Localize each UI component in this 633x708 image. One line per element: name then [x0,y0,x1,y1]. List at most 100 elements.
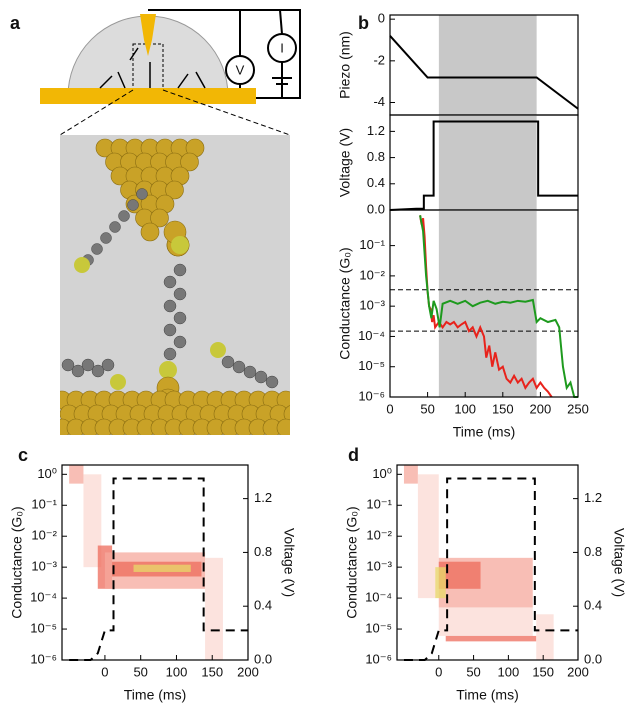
y2-axis-label: Voltage (V) [281,528,297,597]
x-tick-label: 150 [201,664,223,679]
gold-atom [140,222,160,242]
y-tick-label: 10⁻⁴ [358,328,385,343]
sulfur [74,257,90,273]
series-line [419,215,578,398]
series-line [403,477,578,661]
density-cell [133,564,191,572]
y2-tick-label: 0.8 [254,544,272,559]
y-tick-label: 10⁰ [372,466,392,481]
x-tick-label: 100 [498,664,520,679]
atom [173,263,187,277]
y-tick-label: 10⁻⁴ [30,590,57,605]
y-axis-label: Conductance (G₀) [337,247,353,359]
sulfur [110,374,126,390]
y-tick-label: 10⁻³ [359,298,385,313]
y-tick-label: 10⁻⁶ [30,651,57,666]
atom [101,358,115,372]
x-tick-label: 150 [532,664,554,679]
molecules [99,47,206,89]
y-tick-label: 0.0 [367,201,385,216]
atom [100,232,112,244]
atom [173,287,187,301]
y-tick-label: -2 [373,52,385,67]
atom [173,335,187,349]
y-tick-label: 10⁻⁶ [365,651,392,666]
y-tick-label: 10⁻⁵ [30,620,57,635]
y2-tick-label: 0.8 [584,544,602,559]
density-cell [438,607,533,636]
voltmeter-label: V [236,62,245,77]
y-tick-label: 10⁻² [31,528,57,543]
x-tick-label: 200 [530,401,552,416]
atom [109,221,121,233]
series-line [389,120,578,211]
atom [71,364,85,378]
atom [163,347,177,361]
y2-tick-label: 0.0 [254,651,272,666]
atom [163,323,177,337]
x-tick-label: 50 [420,401,434,416]
y-tick-label: 10⁻² [359,267,385,282]
y-tick-label: 10⁻⁵ [365,620,392,635]
y-tick-label: 10⁻⁴ [365,590,392,605]
zoom-line [59,89,134,136]
shaded-region [438,15,537,115]
plot-frame [389,209,579,398]
y-tick-label: 10⁻³ [31,559,57,574]
electrode [40,88,256,104]
y-tick-label: 1.2 [367,123,385,138]
y-axis-label: Voltage (V) [337,128,353,197]
gold-atom [283,405,290,423]
series-line [69,477,248,661]
y-tick-label: 0.8 [367,149,385,164]
schematic: V I [40,9,301,435]
ammeter-label: I [280,40,284,55]
y-tick-label: 10⁻¹ [31,497,57,512]
x-tick-label: 50 [466,664,480,679]
atom [61,358,75,372]
x-axis-label: Time (ms) [453,424,515,440]
atom [127,199,139,211]
atom [118,210,130,222]
density-cell [417,474,439,599]
y-tick-label: 0.4 [367,175,385,190]
atom [163,275,177,289]
panel-label: a [10,13,21,33]
density-cell [83,474,102,568]
atom [221,355,235,369]
sulfur [159,361,177,379]
y-tick-label: 0 [378,11,385,26]
gold-atom [165,180,184,200]
y2-tick-label: 0.4 [254,598,272,613]
y-tick-label: 10⁰ [37,466,57,481]
panel-label: c [18,445,28,465]
gold-atom [276,418,290,435]
density-cell [69,465,84,484]
y-axis-label: Piezo (nm) [337,31,353,99]
x-axis-label: Time (ms) [456,687,518,703]
atom [81,358,95,372]
x-axis-label: Time (ms) [124,687,186,703]
x-tick-label: 0 [435,664,442,679]
y-tick-label: 10⁻² [366,528,392,543]
series-line [389,35,579,110]
x-tick-label: 200 [237,664,259,679]
y2-tick-label: 0.4 [584,598,602,613]
density-cell [403,465,418,484]
panel-label: b [358,13,369,33]
atom [163,299,177,313]
density-cell [435,567,446,599]
y-tick-label: 10⁻⁶ [358,388,385,403]
x-tick-label: 100 [166,664,188,679]
wire [148,9,301,99]
atom [91,243,103,255]
voltmeter [225,55,255,85]
x-tick-label: 200 [567,664,589,679]
x-tick-label: 0 [101,664,108,679]
y2-tick-label: 0.0 [584,651,602,666]
x-tick-label: 150 [492,401,514,416]
atom [243,365,257,379]
atom [173,311,187,325]
sulfur [171,236,189,254]
